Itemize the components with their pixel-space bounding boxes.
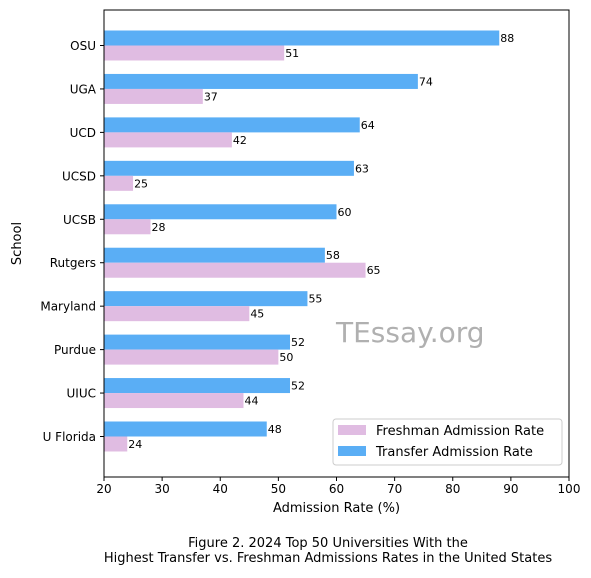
- bar-chart: 88 51 74 37 64 42 63 25 60 28 58 65 55 45 52 50 52 44 48 24…: [10, 9, 580, 516]
- bar-freshman-ucd: [104, 132, 232, 148]
- bar-transfer-ucsd: [104, 160, 354, 176]
- label-freshman-purdue: 50: [279, 351, 293, 364]
- bar-transfer-uiuc: [104, 378, 290, 394]
- bar-transfer-u-florida: [104, 421, 267, 437]
- y-tick-label-u-florida: U Florida: [43, 430, 96, 444]
- y-tick-label-uga: UGA: [70, 82, 97, 96]
- bars-group: [104, 30, 500, 452]
- y-tick-label-rutgers: Rutgers: [50, 256, 96, 270]
- legend[interactable]: Freshman Admission Rate Transfer Admissi…: [332, 418, 563, 466]
- caption-line-2: Highest Transfer vs. Freshman Admissions…: [103, 551, 553, 566]
- legend-label-transfer: Transfer Admission Rate: [375, 445, 533, 460]
- bar-freshman-uiuc: [104, 393, 244, 409]
- bar-freshman-u-florida: [104, 436, 128, 452]
- x-tick-label-100: 100: [558, 482, 581, 496]
- label-transfer-ucsd: 63: [355, 162, 369, 175]
- data-labels-group: 88 51 74 37 64 42 63 25 60 28 58 65 55 45 52 50 52 44 48 24: [128, 32, 514, 451]
- bar-freshman-uga: [104, 88, 203, 104]
- bar-freshman-osu: [104, 45, 285, 61]
- figure-caption: Figure 2. 2024 Top 50 Universities With …: [0, 536, 591, 566]
- x-axis-title: Admission Rate (%): [273, 501, 400, 516]
- y-tick-label-osu: OSU: [70, 39, 96, 53]
- label-transfer-uiuc: 52: [291, 380, 305, 393]
- y-tick-label-ucsd: UCSD: [62, 169, 96, 183]
- label-freshman-ucsd: 25: [134, 177, 148, 190]
- x-tick-label-80: 80: [445, 482, 460, 496]
- bar-freshman-maryland: [104, 306, 250, 322]
- label-freshman-maryland: 45: [250, 308, 264, 321]
- legend-label-freshman: Freshman Admission Rate: [376, 424, 544, 439]
- bar-transfer-rutgers: [104, 247, 325, 263]
- y-tick-label-purdue: Purdue: [54, 343, 96, 357]
- bar-transfer-purdue: [104, 334, 290, 350]
- bar-transfer-maryland: [104, 291, 308, 307]
- label-transfer-uga: 74: [419, 75, 433, 88]
- x-tick-label-50: 50: [271, 482, 286, 496]
- caption-line-1: Figure 2. 2024 Top 50 Universities With …: [188, 536, 468, 551]
- y-tick-label-ucsb: UCSB: [63, 213, 96, 227]
- x-tick-label-90: 90: [503, 482, 518, 496]
- legend-box: [332, 418, 563, 466]
- label-freshman-u-florida: 24: [128, 438, 142, 451]
- watermark-text: TEssay.org: [335, 316, 485, 349]
- legend-swatch-freshman: [338, 425, 366, 435]
- label-transfer-rutgers: 58: [326, 249, 340, 262]
- bar-freshman-rutgers: [104, 262, 366, 278]
- label-transfer-ucd: 64: [361, 119, 375, 132]
- x-tick-label-30: 30: [154, 482, 169, 496]
- legend-swatch-transfer: [338, 446, 366, 456]
- y-tick-label-ucd: UCD: [70, 126, 96, 140]
- label-transfer-maryland: 55: [308, 293, 322, 306]
- y-axis-ticks: OSU UGA UCD UCSD UCSB Rutgers Maryland Purdue UI…: [40, 39, 104, 444]
- x-axis-ticks: 20 30 40 50 60 70 80 90 100: [96, 477, 580, 496]
- x-tick-label-60: 60: [329, 482, 344, 496]
- bar-transfer-ucsb: [104, 204, 337, 220]
- label-freshman-uiuc: 44: [245, 395, 259, 408]
- x-tick-label-20: 20: [96, 482, 111, 496]
- label-transfer-ucsb: 60: [338, 206, 352, 219]
- label-freshman-uga: 37: [204, 90, 218, 103]
- bar-transfer-uga: [104, 73, 418, 89]
- x-tick-label-70: 70: [387, 482, 402, 496]
- bar-freshman-ucsd: [104, 175, 134, 191]
- bar-transfer-ucd: [104, 117, 360, 133]
- label-freshman-ucd: 42: [233, 134, 247, 147]
- label-transfer-u-florida: 48: [268, 423, 282, 436]
- x-tick-label-40: 40: [213, 482, 228, 496]
- y-tick-label-maryland: Maryland: [40, 300, 96, 314]
- label-transfer-purdue: 52: [291, 336, 305, 349]
- label-freshman-ucsb: 28: [152, 221, 166, 234]
- label-transfer-osu: 88: [500, 32, 514, 45]
- bar-transfer-osu: [104, 30, 500, 46]
- label-freshman-osu: 51: [285, 47, 299, 60]
- bar-freshman-purdue: [104, 349, 279, 365]
- y-axis-title: School: [10, 222, 25, 265]
- y-tick-label-uiuc: UIUC: [67, 387, 96, 401]
- bar-freshman-ucsb: [104, 219, 151, 235]
- label-freshman-rutgers: 65: [367, 264, 381, 277]
